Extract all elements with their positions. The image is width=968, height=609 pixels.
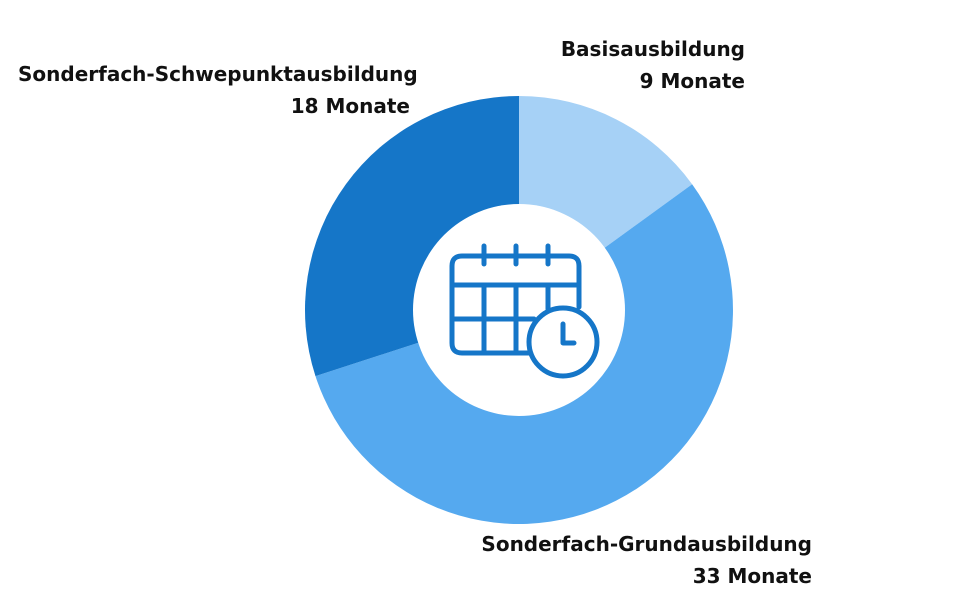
slice-label-basisausbildung: Basisausbildung 9 Monate — [555, 33, 745, 97]
slice-label-schwerpunktausbildung: Sonderfach-Schwepunktausbildung 18 Monat… — [18, 58, 418, 122]
donut-hole — [413, 204, 625, 416]
slice-name: Sonderfach-Grundausbildung — [481, 532, 812, 556]
slice-value: 18 Monate — [290, 94, 410, 118]
slice-label-grundausbildung: Sonderfach-Grundausbildung 33 Monate — [478, 528, 812, 592]
slice-value: 33 Monate — [692, 564, 812, 588]
calendar-clock-icon — [449, 243, 600, 379]
slice-name: Sonderfach-Schwepunktausbildung — [18, 62, 418, 86]
slice-value: 9 Monate — [639, 69, 745, 93]
slice-name: Basisausbildung — [560, 37, 745, 61]
